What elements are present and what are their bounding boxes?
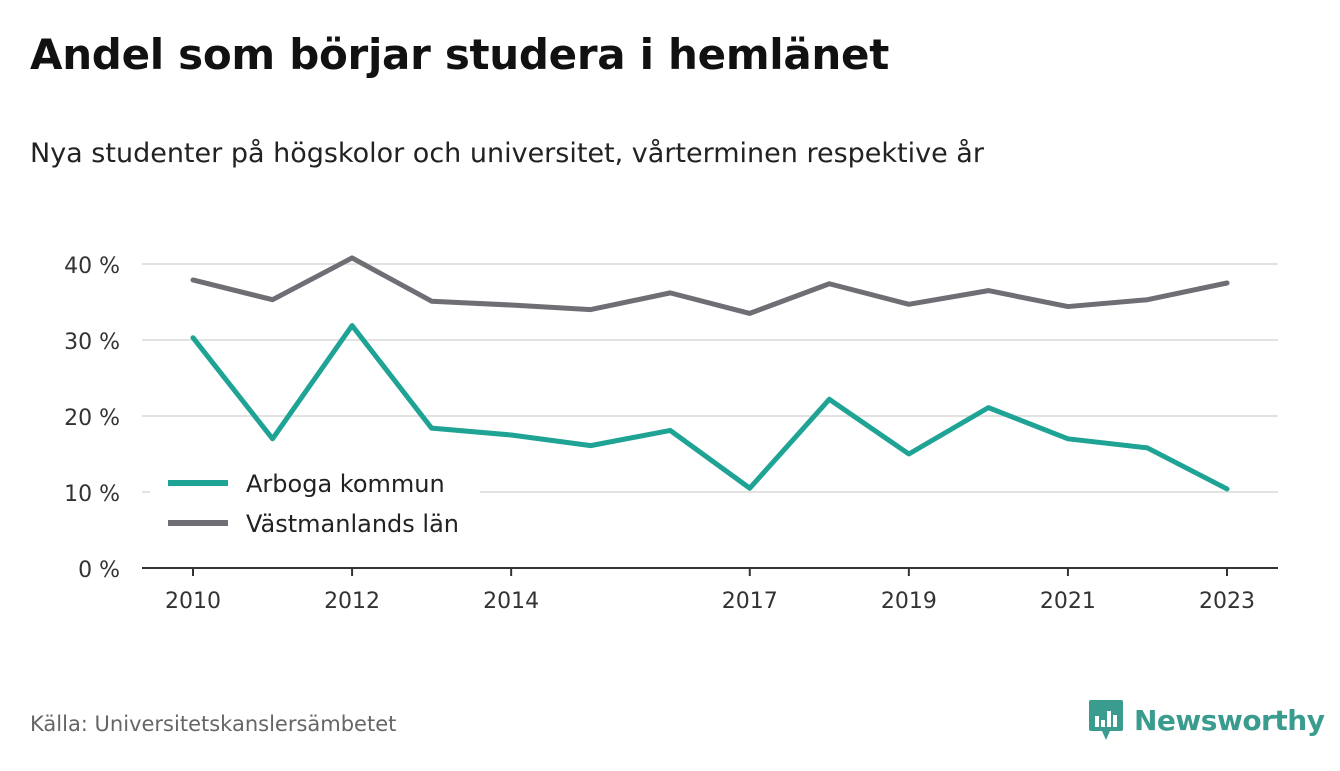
x-tick-label: 2023 [1199,589,1255,614]
x-tick-label: 2017 [722,589,778,614]
chart-title: Andel som börjar studera i hemlänet [30,30,889,79]
x-tick-label: 2012 [324,589,380,614]
legend: Arboga kommun Västmanlands län [150,462,480,550]
series-line-arboga-kommun [190,323,1230,492]
brand-logo: Newsworthy [1088,698,1325,742]
y-tick-label: 40 % [64,254,120,279]
chart-subtitle: Nya studenter på högskolor och universit… [30,138,984,169]
x-tick-label: 2014 [483,589,539,614]
y-tick-label: 20 % [64,406,120,431]
data-series [190,255,1230,492]
x-tick-label: 2010 [165,589,221,614]
series-line-vastmanlands-lan [190,255,1230,316]
legend-background [150,462,480,550]
x-axis-ticks: 2010 2012 2014 2017 2019 2021 2023 [165,568,1255,614]
y-tick-label: 30 % [64,330,120,355]
legend-label: Arboga kommun [246,470,445,498]
legend-label: Västmanlands län [246,510,459,538]
y-axis-ticks: 0 % 10 % 20 % 30 % 40 % [64,254,120,583]
newsworthy-logo-icon [1089,700,1123,740]
y-tick-label: 10 % [64,482,120,507]
x-tick-label: 2021 [1040,589,1096,614]
y-tick-label: 0 % [78,558,120,583]
brand-name: Newsworthy [1134,703,1325,737]
source-note: Källa: Universitetskanslersämbetet [30,712,397,736]
x-tick-label: 2019 [881,589,937,614]
line-chart: 0 % 10 % 20 % 30 % 40 % 2010 2012 2014 2017 2019… [64,254,1278,614]
